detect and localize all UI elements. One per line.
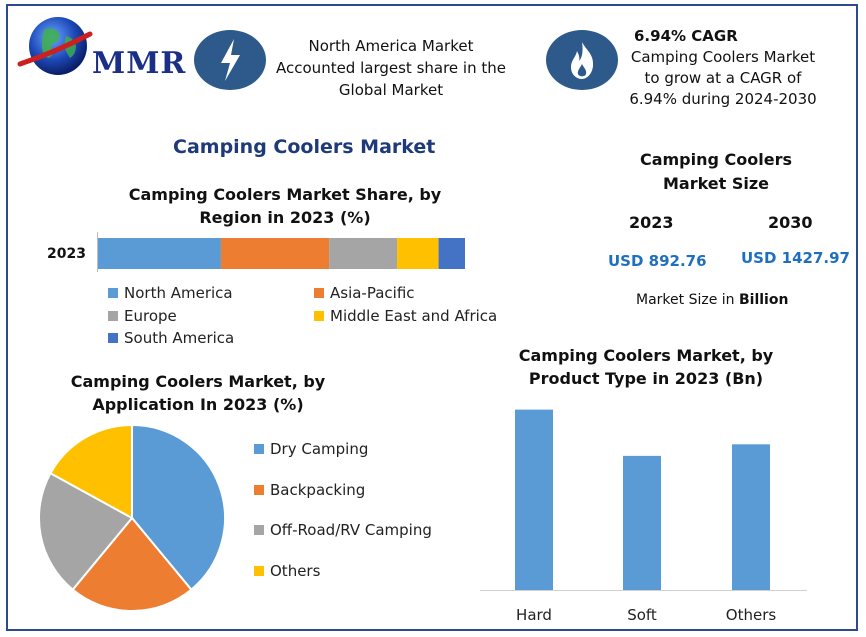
product-bar-others <box>732 444 770 590</box>
legend-label: South America <box>124 329 235 347</box>
product-bar-soft <box>623 455 661 590</box>
market-size-title: Camping Coolers Market Size <box>639 150 793 193</box>
highlight-text: North America Market Accounted largest s… <box>276 37 506 99</box>
region-segment-south-america <box>438 238 465 269</box>
flame-icon <box>571 42 594 79</box>
legend-swatch <box>254 444 264 454</box>
logo-text: MMR <box>92 46 187 81</box>
market-size-year-2030: 2030 <box>768 213 813 232</box>
legend-item-south-america: South America <box>108 329 234 347</box>
legend-item-north-america: North America <box>108 284 233 302</box>
product-tick-label-hard: Hard <box>516 606 552 624</box>
product-chart-title: Camping Coolers Market, by Product Type … <box>518 346 774 388</box>
region-chart-title: Camping Coolers Market Share, by Region … <box>128 185 442 227</box>
market-size-note-unit: Billion <box>738 292 789 308</box>
legend-swatch <box>314 288 324 298</box>
legend-item-dry-camping: Dry Camping <box>254 440 368 458</box>
region-segment-north-america <box>98 238 221 269</box>
region-stacked-bar <box>98 238 465 269</box>
application-chart-title: Camping Coolers Market, by Application I… <box>70 372 326 414</box>
cagr-title: 6.94% CAGR <box>634 27 738 45</box>
pie-slice-others <box>49 423 133 520</box>
application-pie-chart <box>38 423 226 612</box>
market-size-value-2023: USD 892.76 <box>608 252 707 270</box>
legend-label: Middle East and Africa <box>330 307 498 325</box>
legend-item-europe: Europe <box>108 307 177 325</box>
legend-label: Others <box>270 562 321 580</box>
legend-label: North America <box>124 284 233 302</box>
legend-item-backpacking: Backpacking <box>254 481 365 499</box>
region-segment-europe <box>329 238 398 269</box>
market-size-note-prefix: Market Size in <box>636 292 739 308</box>
lightning-icon <box>221 39 240 81</box>
legend-swatch <box>254 525 264 535</box>
pie-slice-off-road-rv-camping <box>38 471 134 592</box>
legend-swatch <box>314 311 324 321</box>
legend-swatch <box>254 485 264 495</box>
product-tick-label-others: Others <box>726 606 777 624</box>
main-title: Camping Coolers Market <box>173 136 436 158</box>
legend-label: Off-Road/RV Camping <box>270 521 432 539</box>
legend-swatch <box>108 333 118 343</box>
legend-item-asia-pacific: Asia-Pacific <box>314 284 415 302</box>
legend-label: Europe <box>124 307 177 325</box>
cagr-text: Camping Coolers Market to grow at a CAGR… <box>629 48 817 108</box>
cagr-badge <box>546 30 618 90</box>
legend-label: Backpacking <box>270 481 366 499</box>
product-bar-chart: Hard Soft Others <box>480 409 807 624</box>
region-chart-category-label: 2023 <box>47 246 86 262</box>
pie-slice-dry-camping <box>131 423 226 592</box>
region-chart-axis <box>97 232 98 272</box>
legend-swatch <box>108 288 118 298</box>
legend-swatch <box>108 311 118 321</box>
market-size-year-2023: 2023 <box>629 213 674 232</box>
pie-slice-backpacking <box>71 516 193 612</box>
legend-label: Asia-Pacific <box>330 284 415 302</box>
region-segment-asia-pacific <box>220 238 330 269</box>
region-segment-middle-east-and-africa <box>397 238 439 269</box>
legend-swatch <box>254 566 264 576</box>
legend-item-middle-east-africa: Middle East and Africa <box>314 307 497 325</box>
legend-label: Dry Camping <box>270 440 369 458</box>
market-size-value-2030: USD 1427.97 <box>741 249 850 267</box>
legend-item-others: Others <box>254 562 320 580</box>
highlight-badge <box>194 30 266 90</box>
product-bar-hard <box>515 409 553 590</box>
globe-icon <box>17 17 93 75</box>
logo: MMR <box>14 12 185 82</box>
legend-item-offroad-rv-camping: Off-Road/RV Camping <box>254 521 432 539</box>
product-tick-label-soft: Soft <box>627 606 657 624</box>
market-size-note: Market Size in Billion <box>636 292 788 308</box>
